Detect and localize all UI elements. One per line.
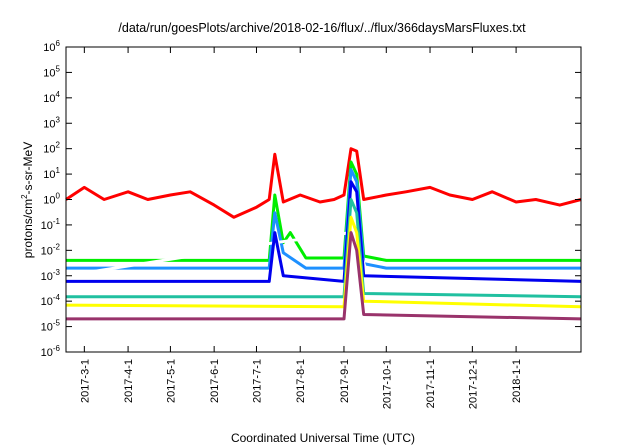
y-tick-base: 10 — [43, 42, 55, 54]
x-tick-label: 2017-7-1 — [252, 359, 264, 403]
y-tick-label: 106 — [43, 39, 60, 54]
x-tick-label: 2017-10-1 — [381, 359, 393, 409]
x-tick-label: 2017-9-1 — [339, 359, 351, 403]
y-tick-label: 10-3 — [41, 268, 61, 283]
y-tick-base: 10 — [43, 144, 55, 156]
x-tick-label: 2017-4-1 — [123, 359, 135, 403]
y-tick-label: 10-2 — [41, 242, 61, 257]
y-tick-label: 101 — [43, 166, 60, 181]
y-tick-exp: 1 — [56, 166, 61, 175]
y-tick-base: 10 — [41, 322, 53, 334]
y-tick-base: 10 — [41, 220, 53, 232]
y-tick-label: 100 — [43, 192, 60, 207]
y-tick-exp: 4 — [56, 90, 61, 99]
series-line-8 — [66, 231, 582, 321]
y-tick-label: 103 — [43, 115, 60, 130]
y-tick-base: 10 — [43, 169, 55, 181]
y-axis-label: protons/cm2-s-sr-MeV — [20, 142, 35, 258]
y-tick-exp: 5 — [56, 64, 61, 73]
y-tick-base: 10 — [41, 296, 53, 308]
y-tick-base: 10 — [43, 93, 55, 105]
chart-title: /data/run/goesPlots/archive/2018-02-16/f… — [118, 21, 526, 35]
y-tick-label: 10-1 — [41, 217, 61, 232]
y-tick-exp: 6 — [56, 39, 61, 48]
y-tick-exp: -6 — [53, 344, 61, 353]
y-tick-base: 10 — [43, 118, 55, 130]
x-tick-label: 2017-3-1 — [79, 359, 91, 403]
y-tick-base: 10 — [41, 245, 53, 257]
y-tick-exp: 3 — [56, 115, 61, 124]
y-tick-label: 10-6 — [41, 344, 61, 359]
y-tick-exp: -1 — [53, 217, 61, 226]
y-tick-exp: 2 — [56, 141, 61, 150]
x-axis-label: Coordinated Universal Time (UTC) — [231, 431, 415, 445]
x-tick-label: 2017-12-1 — [467, 359, 479, 409]
series-line-6 — [66, 198, 582, 299]
y-tick-label: 104 — [43, 90, 60, 105]
y-tick-base: 10 — [41, 271, 53, 283]
x-tick-label: 2017-6-1 — [209, 359, 221, 403]
y-tick-label: 105 — [43, 64, 60, 79]
y-tick-base: 10 — [41, 347, 53, 359]
y-axis-label-prefix: protons/cm — [21, 199, 35, 258]
x-tick-label: 2018-1-1 — [511, 359, 523, 403]
y-tick-exp: -3 — [53, 268, 61, 277]
y-tick-label: 102 — [43, 141, 60, 156]
y-tick-exp: -4 — [53, 293, 61, 302]
y-axis-label-suffix: -s-sr-MeV — [21, 142, 35, 195]
y-axis: 10-610-510-410-310-210-11001011021031041… — [41, 39, 581, 359]
y-tick-exp: -2 — [53, 242, 61, 251]
y-tick-base: 10 — [43, 67, 55, 79]
series-line-7 — [65, 215, 582, 309]
x-tick-label: 2017-5-1 — [165, 359, 177, 403]
series-line-1 — [65, 147, 582, 219]
y-tick-base: 10 — [43, 195, 55, 207]
x-tick-label: 2017-8-1 — [295, 359, 307, 403]
series-line-2 — [66, 160, 581, 262]
x-tick-label: 2017-11-1 — [425, 359, 437, 408]
y-tick-exp: 0 — [56, 192, 61, 201]
y-tick-label: 10-5 — [41, 319, 61, 334]
series-line-3 — [66, 168, 581, 270]
y-tick-exp: -5 — [53, 319, 61, 328]
y-tick-label: 10-4 — [41, 293, 61, 308]
x-axis: 2017-3-1 2017-4-1 2017-5-1 2017-6-1 2017-7-1… — [79, 47, 523, 409]
series-layer — [65, 147, 582, 321]
y-axis-label-sup: 2 — [20, 194, 29, 199]
